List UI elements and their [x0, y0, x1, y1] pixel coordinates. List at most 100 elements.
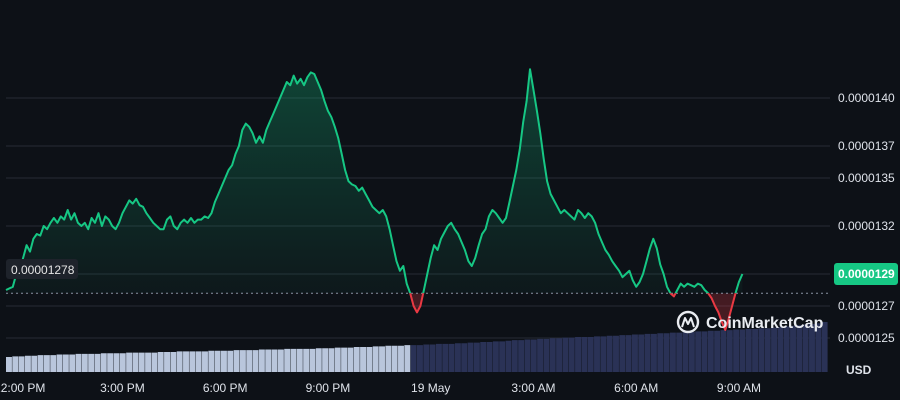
volume-bar	[777, 327, 784, 372]
volume-bar	[410, 345, 417, 372]
volume-bar	[790, 325, 796, 372]
volume-bar	[157, 352, 164, 372]
volume-bar	[505, 340, 512, 372]
volume-bar	[657, 333, 664, 372]
x-tick-label: 3:00 PM	[100, 381, 145, 395]
volume-bar	[676, 332, 683, 372]
currency-label: USD	[846, 363, 872, 377]
volume-bar	[461, 343, 468, 372]
volume-bar	[752, 328, 759, 372]
volume-bar	[183, 351, 189, 372]
current-price-badge: 0.0000129	[834, 263, 898, 285]
volume-bar	[347, 347, 354, 372]
volume-bar	[265, 349, 272, 372]
volume-bar	[385, 345, 392, 372]
volume-bar	[151, 352, 158, 372]
brand-name: CoinMarketCap	[706, 315, 824, 332]
volume-bar	[107, 353, 114, 372]
y-tick-label: 0.0000132	[838, 219, 895, 233]
volume-bar	[62, 354, 69, 372]
volume-bar	[518, 340, 525, 372]
volume-bar	[562, 337, 569, 372]
volume-bar	[220, 350, 227, 372]
volume-bar	[12, 356, 19, 372]
y-axis: 0.0000140 0.0000137 0.0000135 0.0000132 0.00…	[838, 91, 895, 345]
volume-bar	[473, 342, 480, 372]
volume-bar	[258, 349, 265, 372]
volume-bar	[821, 322, 828, 372]
volume-bar	[802, 324, 809, 372]
volume-bar	[214, 350, 221, 372]
volume-bar	[429, 344, 436, 372]
volume-bar	[24, 355, 31, 372]
open-price-badge: 0.00001278	[6, 259, 78, 279]
volume-bar	[195, 351, 202, 372]
volume-bar	[575, 337, 581, 372]
volume-bar	[669, 332, 676, 372]
volume-bar	[360, 347, 367, 372]
volume-bar	[606, 335, 613, 372]
volume-bar	[372, 346, 379, 372]
volume-bar	[707, 330, 714, 372]
volume-bar	[442, 343, 449, 372]
volume-bar	[543, 338, 550, 372]
volume-bar	[714, 330, 721, 372]
volume-bar	[480, 342, 487, 372]
volume-bar	[81, 353, 88, 372]
x-tick-label: 3:00 AM	[511, 381, 555, 395]
volume-bar	[100, 353, 107, 372]
volume-bar	[290, 348, 297, 372]
watermark: CoinMarketCap	[676, 310, 824, 334]
volume-bar	[454, 343, 461, 372]
volume-bar	[486, 342, 493, 372]
volume-bar	[227, 350, 234, 372]
x-tick-label: 19 May	[411, 381, 450, 395]
volume-bar	[758, 328, 765, 372]
volume-bar	[379, 346, 385, 372]
volume-bar	[164, 352, 170, 372]
volume-bar	[556, 338, 563, 372]
y-tick-label: 0.0000135	[838, 171, 895, 185]
volume-bar	[170, 352, 177, 372]
volume-bar	[423, 344, 430, 372]
volume-bar	[537, 338, 544, 372]
volume-bar	[499, 341, 506, 372]
volume-bar	[739, 329, 746, 372]
volume-bar	[549, 338, 556, 372]
price-area	[6, 69, 743, 330]
volume-bar	[132, 352, 139, 372]
volume-bar	[688, 332, 695, 372]
volume-bar	[391, 345, 398, 372]
volume-bar	[511, 340, 518, 372]
volume-bar	[619, 335, 626, 372]
volume-bar	[631, 334, 638, 372]
volume-bar	[524, 339, 531, 372]
volume-bar	[328, 348, 335, 372]
volume-bar	[398, 345, 404, 372]
volume-bar	[733, 329, 740, 372]
volume-bar	[88, 353, 95, 372]
volume-bar	[613, 335, 619, 372]
volume-bar	[277, 349, 284, 372]
volume-bar	[448, 343, 455, 372]
coinmarketcap-logo-icon	[676, 310, 700, 334]
volume-bar	[600, 336, 607, 372]
volume-bar	[69, 354, 76, 372]
volume-bar	[18, 356, 25, 372]
volume-bar	[796, 325, 803, 372]
open-price-label: 0.00001278	[11, 263, 75, 277]
volume-bar	[568, 337, 575, 372]
volume-bar	[625, 335, 632, 372]
x-tick-label: 12:00 PM	[0, 381, 45, 395]
volume-bar	[417, 345, 423, 372]
volume-bar	[366, 347, 373, 372]
volume-bar	[303, 348, 310, 372]
volume-bar	[56, 354, 63, 372]
volume-bar	[6, 357, 12, 372]
x-tick-label: 9:00 PM	[306, 381, 351, 395]
y-tick-label: 0.0000125	[838, 331, 895, 345]
volume-bar	[341, 347, 348, 372]
y-tick-label: 0.0000137	[838, 139, 895, 153]
volume-bar	[771, 327, 778, 372]
